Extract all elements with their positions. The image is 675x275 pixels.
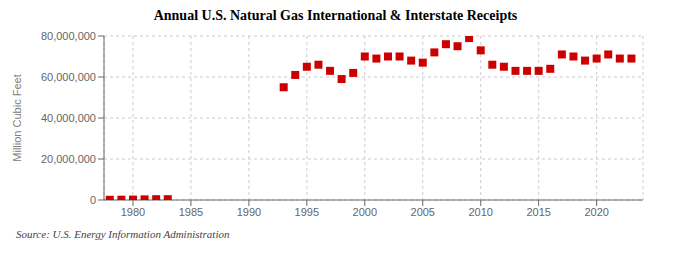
html-text:Annual U.S. Natural Gas Intern: Annual U.S. Natural Gas International & … <box>153 8 518 23</box>
svg-text:60,000,000: 60,000,000 <box>41 71 96 83</box>
svg-text:1985: 1985 <box>179 206 203 218</box>
svg-text:1990: 1990 <box>237 206 261 218</box>
svg-text:1980: 1980 <box>121 206 145 218</box>
html-text:Source: U.S. Energy Informatio: Source: U.S. Energy Information Administ… <box>16 228 230 240</box>
svg-text:Million Cubic Feet: Million Cubic Feet <box>11 74 23 161</box>
svg-text:1995: 1995 <box>295 206 319 218</box>
svg-text:80,000,000: 80,000,000 <box>41 30 96 42</box>
svg-text:40,000,000: 40,000,000 <box>41 112 96 124</box>
svg-text:2010: 2010 <box>468 206 492 218</box>
svg-text:2015: 2015 <box>526 206 550 218</box>
svg-text:2020: 2020 <box>584 206 608 218</box>
svg-text:0: 0 <box>90 194 96 206</box>
svg-text:20,000,000: 20,000,000 <box>41 153 96 165</box>
svg-text:2000: 2000 <box>353 206 377 218</box>
svg-text:2005: 2005 <box>411 206 435 218</box>
